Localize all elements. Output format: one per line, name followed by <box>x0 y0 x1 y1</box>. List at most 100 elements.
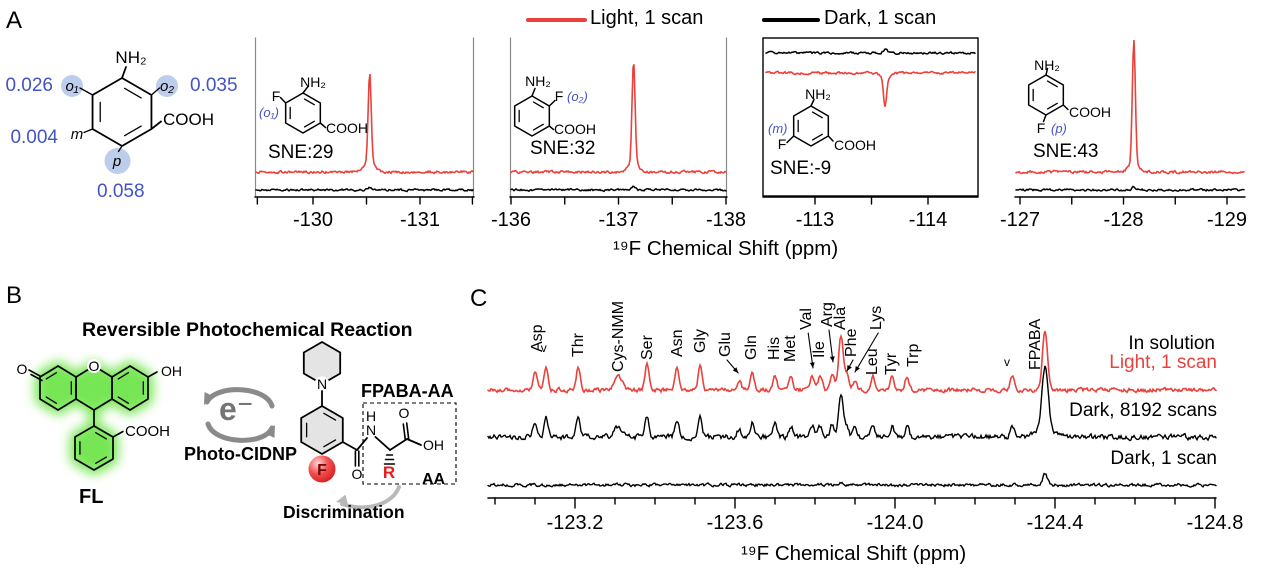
trace-light <box>1015 40 1245 175</box>
bond <box>302 85 309 94</box>
site-circle-p <box>104 148 131 174</box>
tick-label: -124.8 <box>1187 512 1244 534</box>
bond <box>121 66 127 79</box>
spectrum-panel-3: -113 -114 NH₂ F(m) COOH <box>762 37 979 231</box>
site-label: (o₁) <box>259 105 279 120</box>
tick-label: -130 <box>293 209 333 231</box>
ketone-o-label: O <box>17 361 28 377</box>
peak-label-gln: Gln <box>743 335 760 360</box>
bond <box>374 436 391 451</box>
fpaba-aa-label: FPABA-AA <box>361 381 454 401</box>
bond <box>150 120 162 130</box>
double-bond <box>45 372 58 380</box>
arrowhead <box>847 365 852 371</box>
tick-label: -128 <box>1103 209 1143 231</box>
spectrum-panel-4: -127 -128 -129 NH₂ F (p)COOH <box>1000 40 1247 231</box>
trace-dark <box>510 185 727 193</box>
peak-label-his: His <box>766 337 783 360</box>
tick-label: -123.2 <box>547 512 604 534</box>
tick-label: -114 <box>909 209 948 231</box>
fluorine-label: F <box>555 88 564 104</box>
double-bond <box>811 111 823 119</box>
double-bond <box>117 372 130 380</box>
piperidine-n-label: N <box>317 376 327 392</box>
bond <box>1045 67 1049 76</box>
r-group-label: R <box>383 463 395 482</box>
trace-dark-8192-scans <box>487 365 1217 442</box>
trace-light <box>255 73 474 175</box>
site-value-m: 0.004 <box>10 127 58 148</box>
bond <box>30 373 43 382</box>
glow-blob <box>107 361 153 415</box>
acid-label: COOH <box>1069 104 1111 120</box>
peak-label-glu: Glu <box>717 332 734 357</box>
glow-blob <box>35 361 81 415</box>
double-bond <box>45 396 58 404</box>
panel-a-xaxis-title: ¹⁹F Chemical Shift (ppm) <box>613 237 839 260</box>
benzene-ring <box>91 77 153 147</box>
double-bond <box>532 123 544 131</box>
site-label: (p) <box>1051 121 1067 136</box>
site-circle-o2 <box>156 75 178 97</box>
amine-label: NH₂ <box>525 73 551 89</box>
bond <box>150 87 161 96</box>
bond <box>1042 114 1047 123</box>
peak-label-asn: Asn <box>669 329 686 357</box>
hydroxyl-label: OH <box>161 363 182 379</box>
spectrum-panel-1: -130 -131 NH₂ F(o₁) COOH <box>254 37 475 231</box>
site-label-o1: o₁ <box>65 78 78 95</box>
impurity-marker: v <box>1004 355 1010 369</box>
amide-o-label: O <box>352 466 363 482</box>
aa-dashed-box <box>362 402 457 485</box>
bond <box>28 369 41 377</box>
peak-label-met: Met <box>782 335 799 362</box>
electron-label: e⁻ <box>219 391 254 427</box>
trace-dark <box>1015 185 1245 193</box>
amine-label: NH₂ <box>1034 57 1060 73</box>
benzene-ring <box>284 92 322 134</box>
site-label: (o₂) <box>567 89 588 104</box>
acid-label: COOH <box>125 423 170 440</box>
bond <box>827 135 834 142</box>
tick-label: -127 <box>1000 209 1040 231</box>
legend-dark-label: Dark, 1 scan <box>824 7 937 29</box>
bond <box>402 423 407 441</box>
amine-label: NH₂ <box>805 86 831 102</box>
annotation-dark-1-scan: Dark, 1 scan <box>1110 448 1217 469</box>
panel-c-plot: -123.2 -123.6 -124.0 -124.4 -124.8 Asp Thr Cys-… <box>487 301 1244 534</box>
site-label-p: p <box>112 153 121 170</box>
trace-dark <box>765 48 976 56</box>
impurity-marker: v <box>541 341 547 355</box>
bond <box>406 438 422 446</box>
amide-h-label: H <box>366 408 376 424</box>
bond <box>117 145 123 153</box>
fluorine-label: F <box>317 462 327 479</box>
double-bond <box>532 101 544 109</box>
trace-light <box>765 70 976 107</box>
double-bond <box>1046 80 1058 88</box>
tick-label: -138 <box>706 209 746 231</box>
atom-gap <box>314 376 330 392</box>
bond <box>548 125 555 131</box>
bond <box>147 371 158 378</box>
acid-o-label: O <box>399 405 410 421</box>
sne-value-4: SNE:43 <box>1033 141 1099 162</box>
site-label-o2: o₂ <box>160 78 174 95</box>
arrowhead <box>809 362 815 368</box>
bond <box>786 135 795 144</box>
site-value-o1: 0.026 <box>5 75 53 96</box>
double-bond <box>303 120 315 128</box>
arrowhead <box>732 367 739 373</box>
legend-light-label: Light, 1 scan <box>590 7 704 29</box>
trace-light-1-scan <box>487 330 1217 394</box>
atom-gap <box>87 359 101 373</box>
aa-label: AA <box>422 471 446 488</box>
site-circle-o1 <box>61 75 83 97</box>
amine-label: NH₂ <box>300 74 326 90</box>
arrowhead <box>855 366 860 372</box>
peak-label-gly: Gly <box>692 329 709 353</box>
bond <box>1062 104 1069 111</box>
acid-oh-label: OH <box>423 437 444 453</box>
